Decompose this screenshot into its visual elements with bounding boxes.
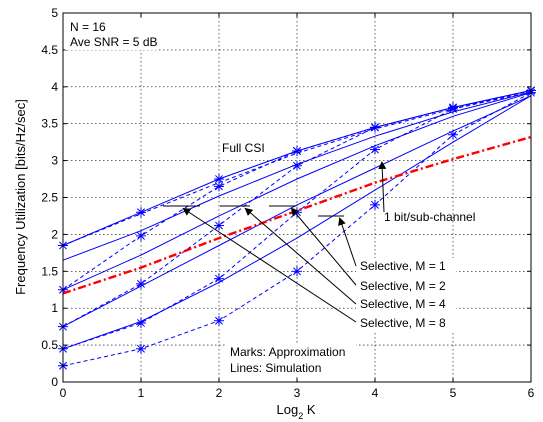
x-axis-label-main: Log [276,402,298,417]
series-0-point-1 [136,207,146,218]
x-tick-label-0: 0 [60,386,67,400]
series-3-point-1 [136,230,146,241]
selective-m2-label: Selective, M = 2 [360,279,446,293]
y-tick-label-0: 0 [51,375,58,389]
x-tick-label-1: 1 [138,386,145,400]
series-9-point-2 [214,315,224,326]
params-line-2: Ave SNR = 5 dB [70,35,158,49]
m2-leader [290,207,357,286]
x-tick-label-2: 2 [216,386,223,400]
full-csi-label: Full CSI [222,141,265,155]
series-5-point-4 [370,122,380,133]
y-tick-label-1: 0.5 [41,338,58,352]
x-axis-label-subscript: 2 [298,411,303,421]
x-axis-label: Log2 K [276,402,315,421]
y-tick-label-5: 2.5 [41,191,58,205]
params-box [65,18,159,50]
y-tick-label-7: 3.5 [41,117,58,131]
selective-m1-label: Selective, M = 1 [360,259,446,273]
series-9-point-1 [136,343,146,354]
series-9-point-3 [292,266,302,277]
x-tick-label-5: 5 [450,386,457,400]
selective-m8-label: Selective, M = 8 [360,316,446,330]
series-line-10 [62,135,532,295]
series-7-point-4 [370,144,380,155]
grid [63,13,531,382]
selective-m4-label: Selective, M = 4 [360,297,446,311]
x-tick-label-4: 4 [372,386,379,400]
series-5-point-3 [292,160,302,171]
one-bit-label: 1 bit/sub-channel [384,210,475,224]
notes-box [226,343,356,375]
series-line-8 [62,95,532,350]
x-tick-label-6: 6 [528,386,535,400]
series-9-point-4 [370,199,380,210]
series-group [58,85,536,371]
y-tick-label-2: 1 [51,301,58,315]
y-tick-label-8: 4 [51,80,58,94]
y-tick-label-3: 1.5 [41,264,58,278]
series-9-point-5 [448,129,458,140]
one-bit-leader [378,161,387,213]
series-7-point-5 [448,103,458,114]
series-3-point-3 [292,146,302,157]
series-5-point-2 [214,220,224,231]
lines-note: Lines: Simulation [230,361,321,375]
series-3-point-2 [214,181,224,192]
m8-leader [182,207,357,323]
full-csi-box [220,141,276,155]
series-line-4 [62,92,532,291]
x-tick-label-3: 3 [294,386,301,400]
y-tick-label-6: 3 [51,154,58,168]
x-axis-label-suffix: K [303,402,316,417]
ticks: 0 1 2 3 4 5 6 0 0.5 1 1.5 2 2.5 3 3.5 4 4.5 5 [41,6,534,400]
y-axis-label: Frequency Utilization [bits/Hz/sec] [13,99,28,295]
selective-labels-box [356,258,456,332]
y-tick-label-4: 2 [51,227,58,241]
m1-leader [338,217,357,267]
marks-note: Marks: Approximation [230,345,345,359]
annotation-leaders [163,161,387,323]
m4-leader [244,207,357,305]
params-line-1: N = 16 [70,20,106,34]
y-tick-label-10: 5 [51,6,58,20]
y-tick-label-9: 4.5 [41,43,58,57]
